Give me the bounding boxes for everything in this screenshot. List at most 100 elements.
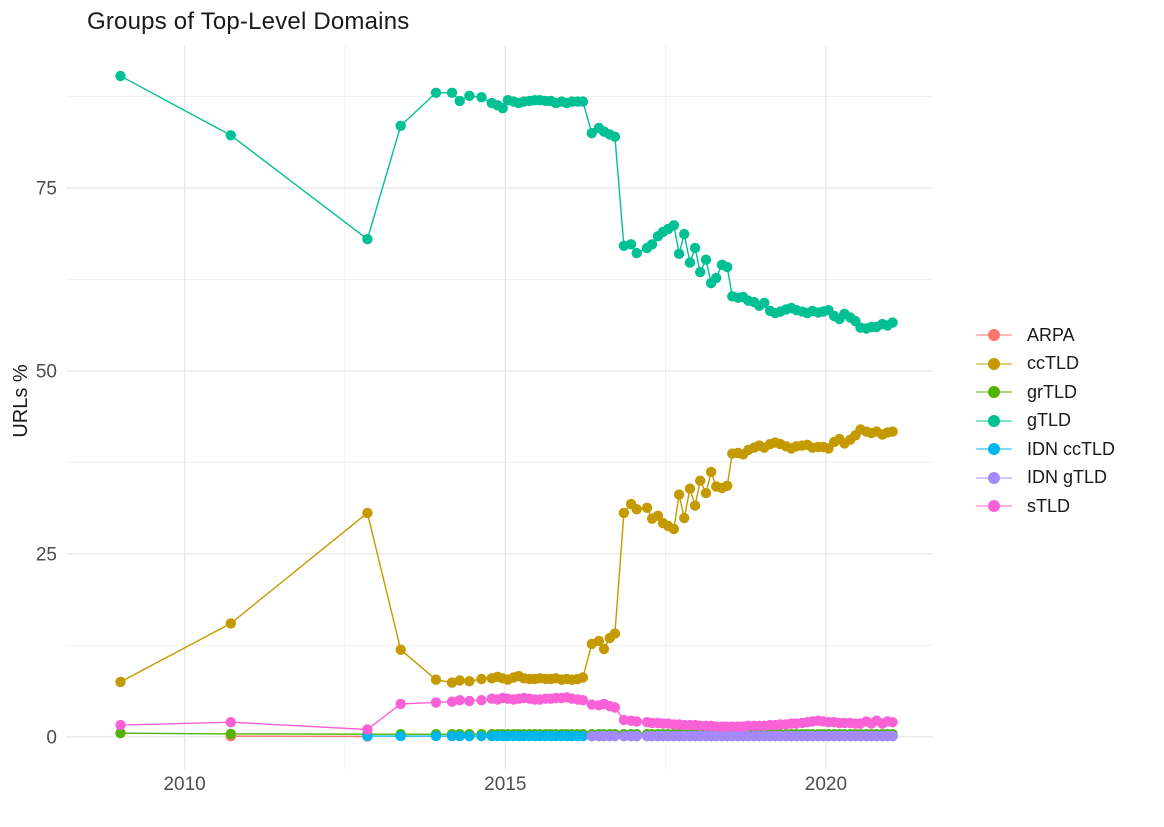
data-point-cctld: [618, 507, 630, 519]
legend-swatch-icon: [976, 385, 1012, 399]
legend-item-stld: sTLD: [976, 492, 1115, 521]
data-point-cctld: [641, 502, 653, 513]
x-tick-label: 2015: [484, 774, 526, 795]
data-point-gtld: [225, 130, 236, 141]
plot-title: Groups of Top-Level Domains: [87, 8, 410, 35]
data-point-gtld: [395, 120, 406, 131]
data-point-cctld: [430, 674, 442, 685]
data-point-gtld: [673, 248, 685, 259]
data-point-cctld: [577, 672, 589, 683]
data-point-stld: [464, 695, 475, 707]
y-axis-title: URLs %: [10, 364, 32, 438]
data-point-stld: [454, 695, 465, 706]
data-point-stld: [631, 716, 642, 727]
legend-label: sTLD: [1027, 495, 1071, 516]
data-point-idn-gtld: [631, 730, 642, 742]
data-point-stld: [115, 719, 126, 731]
data-point-grtld: [225, 728, 236, 740]
data-point-gtld: [609, 131, 621, 142]
data-point-stld: [476, 695, 487, 706]
legend-swatch-icon: [976, 471, 1012, 485]
data-point-cctld: [684, 483, 696, 494]
x-tick-label: 2010: [163, 774, 205, 795]
series-arpa: [225, 731, 373, 742]
legend-label: ARPA: [1027, 324, 1075, 345]
data-point-gtld: [887, 317, 898, 328]
data-point-cctld: [631, 504, 642, 515]
data-point-idn-cctld: [454, 730, 465, 742]
data-point-gtld: [430, 87, 442, 99]
data-point-gtld: [625, 239, 637, 250]
data-point-gtld: [631, 247, 642, 259]
data-point-gtld: [722, 261, 733, 273]
legend-swatch-icon: [976, 442, 1012, 456]
legend-label: IDN ccTLD: [1027, 438, 1116, 459]
data-point-cctld: [395, 644, 406, 655]
data-point-cctld: [609, 628, 621, 639]
data-point-gtld: [454, 95, 465, 107]
data-point-cctld: [362, 507, 373, 519]
data-point-gtld: [689, 242, 701, 254]
data-point-gtld: [759, 297, 770, 309]
data-point-stld: [362, 724, 373, 735]
data-point-cctld: [887, 426, 898, 437]
y-tick-label: 50: [36, 361, 57, 382]
data-point-idn-cctld: [446, 730, 458, 742]
data-point-gtld: [700, 254, 712, 265]
data-point-stld: [430, 697, 442, 708]
y-tick-label: 75: [36, 178, 57, 199]
data-point-idn-cctld: [395, 730, 406, 742]
data-point-gtld: [577, 96, 589, 107]
legend-item-grtld: grTLD: [976, 378, 1115, 407]
data-point-cctld: [700, 487, 712, 499]
data-point-cctld: [722, 480, 733, 491]
data-point-cctld: [689, 500, 701, 511]
data-point-stld: [609, 702, 621, 713]
data-point-idn-gtld: [609, 730, 621, 742]
data-point-cctld: [476, 673, 487, 685]
legend-swatch-icon: [976, 357, 1012, 371]
series-gtld: [115, 70, 898, 334]
data-point-idn-cctld: [464, 730, 475, 742]
data-point-cctld: [464, 676, 475, 687]
y-tick-label: 0: [46, 727, 57, 748]
gridlines: [66, 46, 933, 769]
data-point-cctld: [679, 512, 690, 524]
legend-label: ccTLD: [1027, 353, 1080, 374]
data-point-cctld: [705, 466, 717, 478]
data-point-gtld: [646, 239, 658, 250]
legend-label: grTLD: [1027, 381, 1078, 402]
legend-label: gTLD: [1027, 410, 1072, 431]
legend-swatch-icon: [976, 499, 1012, 513]
data-point-cctld: [225, 618, 236, 629]
data-point-cctld: [593, 635, 605, 647]
legend-swatch-icon: [976, 328, 1012, 342]
data-point-cctld: [115, 676, 126, 688]
data-point-gtld: [362, 234, 373, 245]
legend-item-idn-gtld: IDN gTLD: [976, 464, 1115, 493]
data-point-gtld: [446, 87, 458, 99]
legend-label: IDN gTLD: [1027, 467, 1108, 488]
data-point-stld: [887, 717, 898, 728]
series-stld: [115, 692, 898, 735]
legend-swatch-icon: [976, 414, 1012, 428]
data-point-cctld: [598, 643, 610, 655]
data-point-grtld: [115, 727, 126, 739]
data-point-idn-cctld: [430, 730, 442, 742]
legend-item-cctld: ccTLD: [976, 350, 1115, 379]
data-point-gtld: [115, 70, 126, 82]
data-point-idn-cctld: [476, 730, 487, 742]
data-point-stld: [446, 696, 458, 707]
series-cctld: [115, 424, 898, 688]
data-point-cctld: [673, 489, 685, 500]
x-tick-label: 2020: [805, 774, 847, 795]
legend: ARPA ccTLD grTLD gTLD IDN ccTLD IDN gTLD…: [976, 321, 1115, 521]
data-point-cctld: [454, 675, 465, 686]
data-point-gtld: [695, 266, 706, 278]
y-tick-label: 25: [36, 544, 57, 565]
data-point-stld: [577, 695, 589, 706]
data-point-gtld: [476, 92, 487, 103]
legend-item-idn-cctld: IDN ccTLD: [976, 435, 1115, 464]
